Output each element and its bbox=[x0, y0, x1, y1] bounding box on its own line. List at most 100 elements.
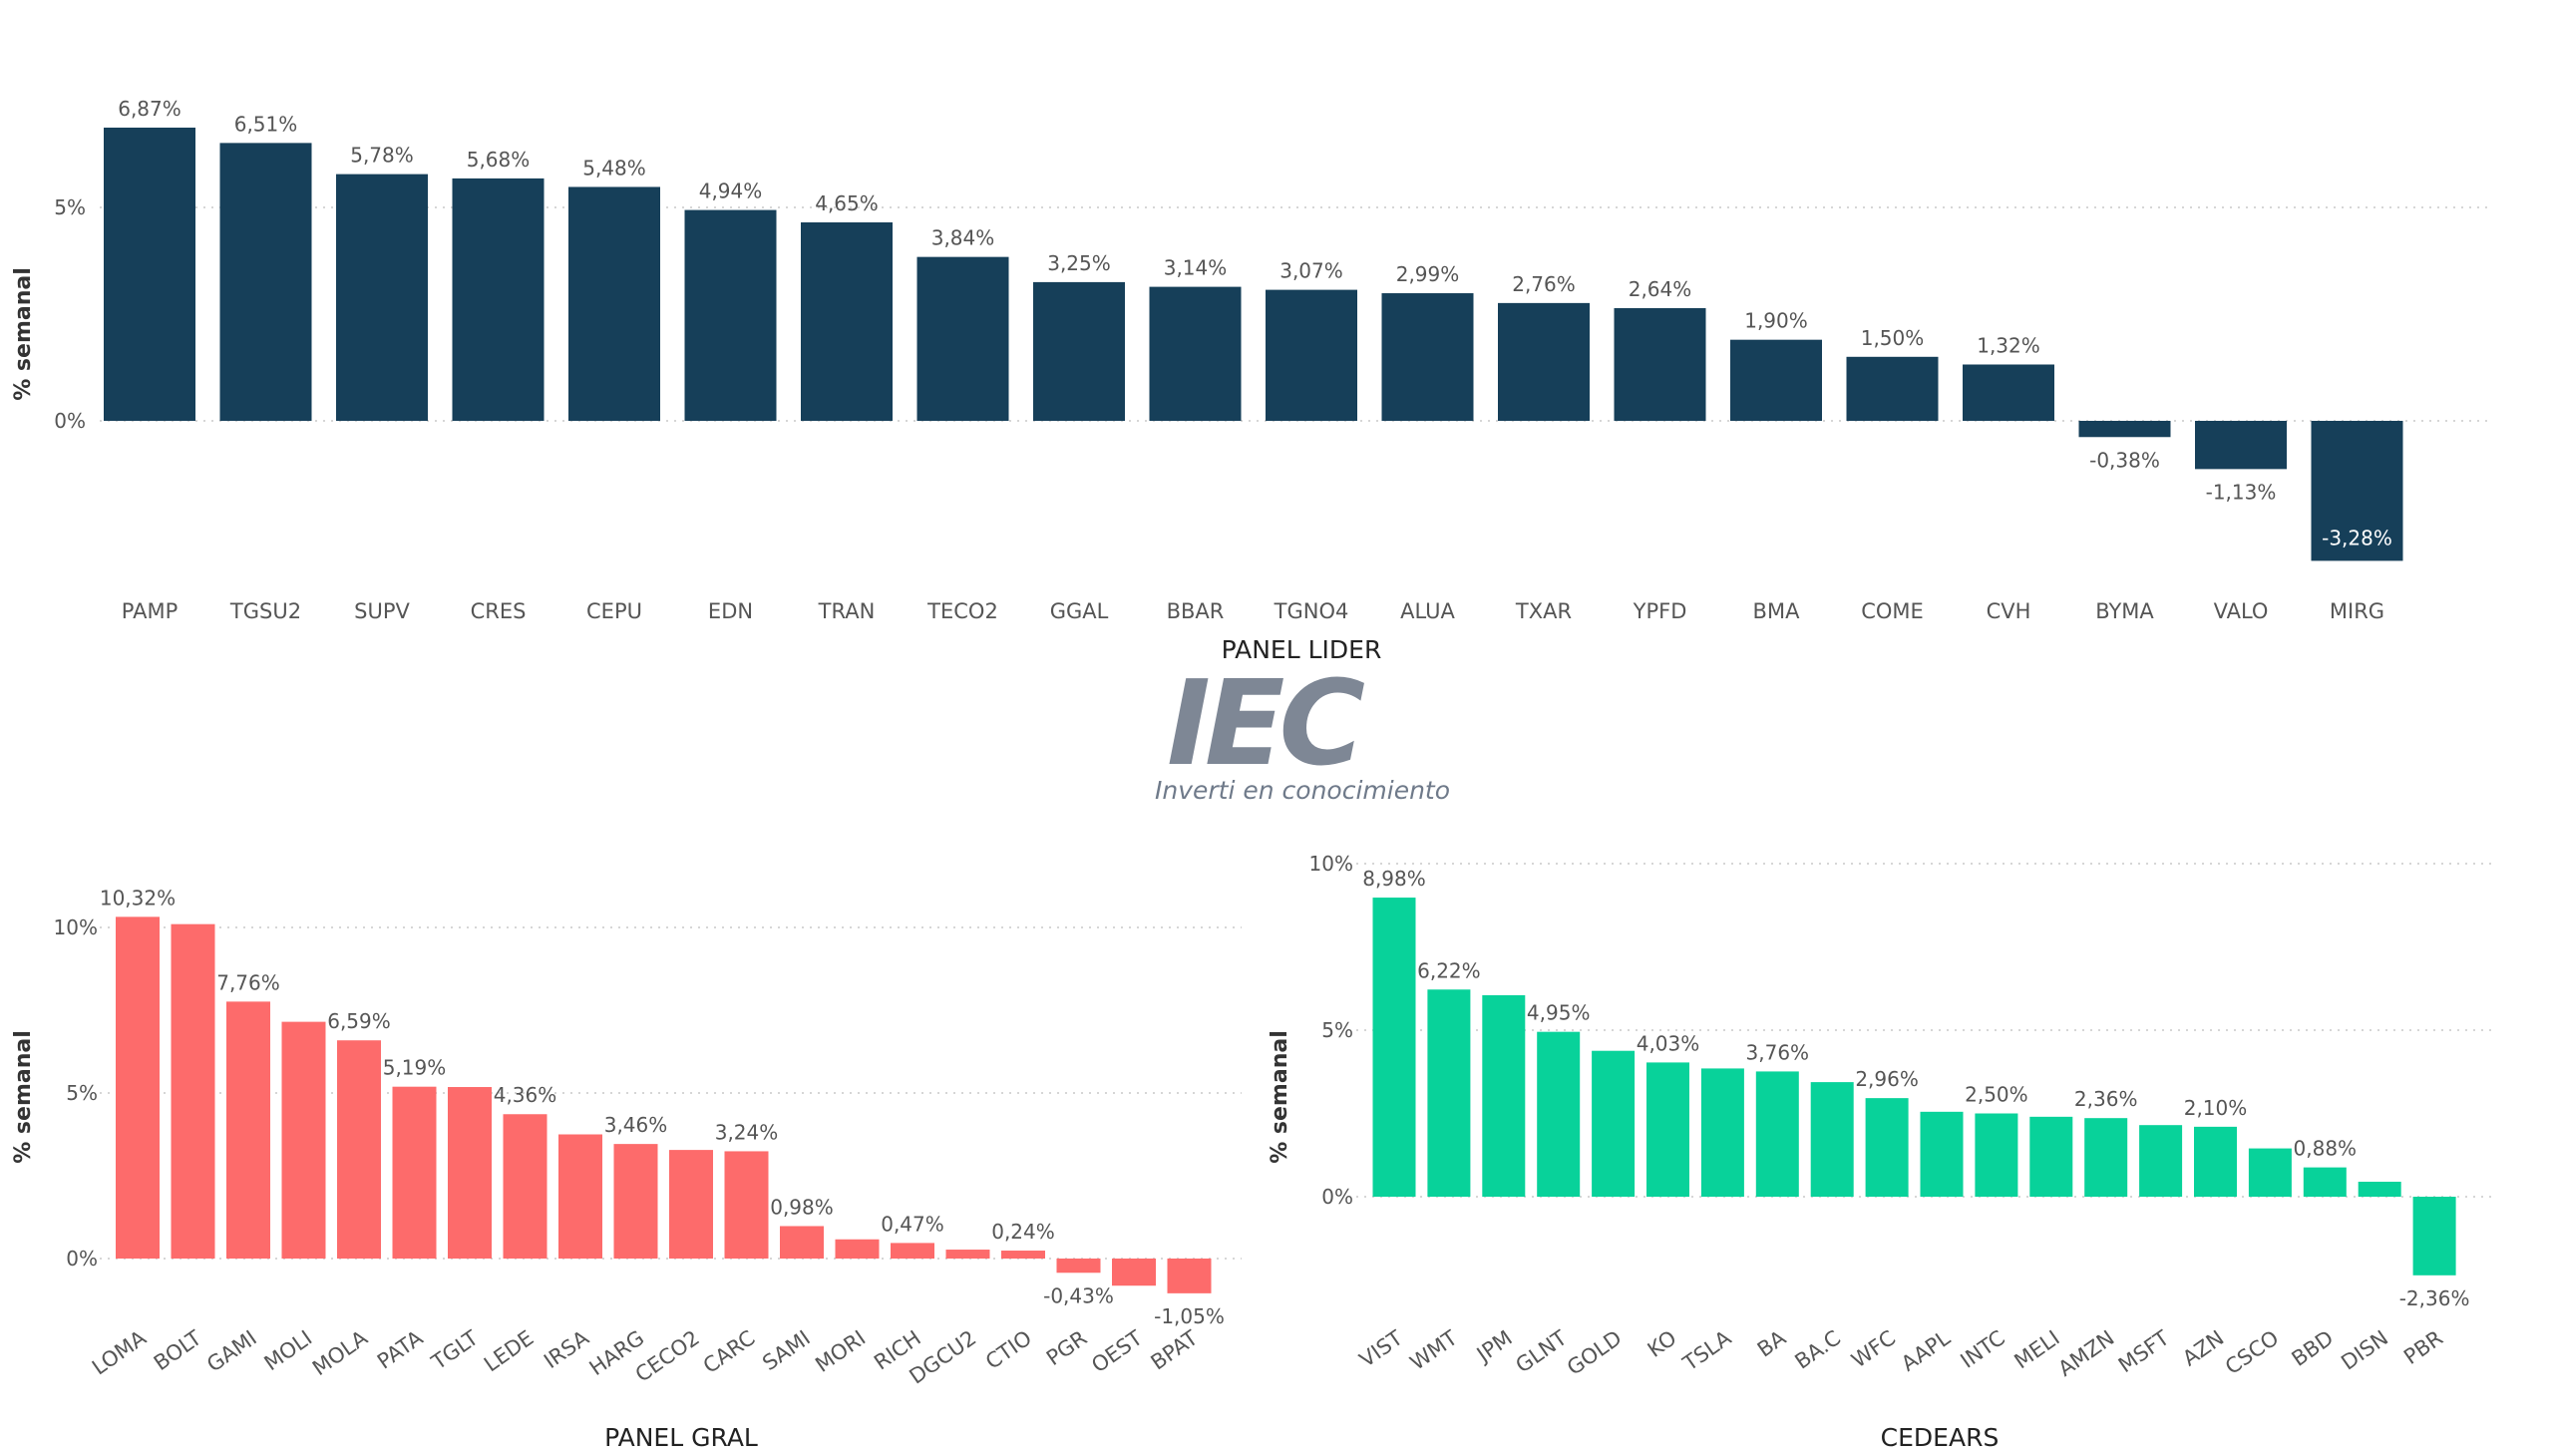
x-tick-label: GLNT bbox=[1512, 1325, 1572, 1377]
bar-edn bbox=[684, 209, 777, 421]
bar-ypfd bbox=[1614, 308, 1706, 421]
x-tick-label: KO bbox=[1643, 1325, 1681, 1361]
data-label: 3,76% bbox=[1746, 1040, 1810, 1064]
bar-alua bbox=[1381, 293, 1474, 421]
data-label: 5,19% bbox=[383, 1056, 447, 1080]
iec-logo-mark: IEC bbox=[1167, 654, 1365, 792]
x-tick-label: TSLA bbox=[1677, 1325, 1735, 1376]
data-label: 4,94% bbox=[699, 180, 763, 203]
panel-lider-chart: 5% 0% 6,87% PAMP 6,51% TGSU2 5,78% SUPV 5,68% CRE… bbox=[11, 97, 2493, 664]
data-label: 2,10% bbox=[2184, 1096, 2248, 1120]
y-axis-title: % semanal bbox=[1268, 1030, 1292, 1164]
y-tick-label: 10% bbox=[1309, 852, 1353, 876]
data-label: 0,88% bbox=[2294, 1137, 2358, 1161]
x-tick-label: PAMP bbox=[122, 599, 178, 623]
y-tick-label: 5% bbox=[1321, 1018, 1353, 1042]
data-label: 0,47% bbox=[881, 1212, 944, 1236]
bar-harg bbox=[613, 1144, 658, 1259]
x-tick-label: TECO2 bbox=[926, 599, 998, 623]
x-tick-label: GOLD bbox=[1563, 1325, 1626, 1379]
x-tick-label: TXAR bbox=[1515, 599, 1572, 623]
data-label: 6,51% bbox=[234, 112, 298, 136]
bar-teco2 bbox=[916, 256, 1009, 421]
bar-cres bbox=[452, 178, 545, 421]
x-tick-label: PGR bbox=[1042, 1325, 1091, 1370]
x-tick-label: WFC bbox=[1847, 1325, 1900, 1372]
bar-wmt bbox=[1427, 989, 1471, 1197]
data-label: 5,78% bbox=[350, 144, 414, 168]
x-tick-label: DISN bbox=[2337, 1325, 2392, 1374]
x-tick-label: GAMI bbox=[202, 1325, 261, 1376]
data-label: 3,07% bbox=[1279, 259, 1343, 283]
data-label: 3,14% bbox=[1164, 256, 1228, 280]
x-tick-label: VALO bbox=[2214, 599, 2269, 623]
data-label: 1,90% bbox=[1744, 309, 1808, 333]
data-label: 4,65% bbox=[815, 191, 879, 215]
x-tick-label: VIST bbox=[1355, 1325, 1407, 1372]
bar-csco bbox=[2248, 1148, 2292, 1197]
x-tick-label: SAMI bbox=[758, 1325, 815, 1375]
data-label: 2,36% bbox=[2074, 1087, 2138, 1111]
bar-tgsu2 bbox=[219, 143, 312, 421]
bar-irsa bbox=[558, 1134, 602, 1259]
x-axis-title: PANEL GRAL bbox=[604, 1423, 758, 1452]
bar-lede bbox=[503, 1114, 547, 1259]
x-axis-title: CEDEARS bbox=[1881, 1423, 2000, 1452]
x-tick-label: AZN bbox=[2178, 1325, 2228, 1370]
data-label: -3,28% bbox=[2322, 526, 2392, 549]
x-tick-label: BPAT bbox=[1147, 1325, 1203, 1374]
data-label: 4,03% bbox=[1637, 1031, 1700, 1055]
data-label: 2,64% bbox=[1629, 277, 1692, 301]
bar-tgno4 bbox=[1266, 289, 1357, 421]
bar-tsla bbox=[1700, 1068, 1744, 1197]
x-tick-label: LEDE bbox=[480, 1325, 538, 1376]
bar-come bbox=[1846, 356, 1939, 421]
bar-pamp bbox=[104, 127, 195, 422]
y-axis-title: % semanal bbox=[11, 267, 36, 401]
bar-bolt bbox=[171, 923, 215, 1259]
bar-bbd bbox=[2303, 1167, 2347, 1197]
x-tick-label: TGNO4 bbox=[1274, 599, 1349, 623]
bar-supv bbox=[336, 174, 428, 421]
bar-gami bbox=[226, 1001, 270, 1259]
bar-bma bbox=[1730, 339, 1822, 421]
x-tick-label: YPFD bbox=[1633, 599, 1687, 623]
x-axis-title: PANEL LIDER bbox=[1222, 635, 1382, 664]
x-tick-label: GGAL bbox=[1050, 599, 1109, 623]
data-label: 2,50% bbox=[1965, 1083, 2028, 1107]
x-tick-label: CTIO bbox=[981, 1325, 1036, 1373]
bar-intc bbox=[1975, 1113, 2018, 1197]
x-tick-label: JPM bbox=[1471, 1325, 1517, 1367]
bar-msft bbox=[2139, 1125, 2183, 1197]
x-tick-label: PBR bbox=[2399, 1325, 2447, 1369]
bar-mirg bbox=[2311, 421, 2403, 561]
x-tick-label: INTC bbox=[1957, 1325, 2009, 1372]
x-tick-label: SUPV bbox=[354, 599, 410, 623]
bar-txar bbox=[1498, 302, 1590, 421]
x-tick-label: CARC bbox=[699, 1325, 760, 1377]
bar-vist bbox=[1372, 898, 1416, 1197]
bar-mori bbox=[835, 1239, 880, 1259]
bar-glnt bbox=[1537, 1031, 1581, 1197]
data-label: 1,32% bbox=[1977, 334, 2040, 358]
data-label: 3,24% bbox=[715, 1120, 779, 1144]
data-label: 4,36% bbox=[494, 1083, 557, 1107]
data-label: 3,84% bbox=[931, 226, 995, 250]
x-tick-label: COME bbox=[1861, 599, 1924, 623]
data-label: 6,22% bbox=[1417, 958, 1481, 982]
iec-logo-tagline: Inverti en conocimiento bbox=[1155, 776, 1451, 805]
y-tick-label: 5% bbox=[66, 1081, 98, 1105]
x-tick-label: OEST bbox=[1087, 1325, 1147, 1377]
x-tick-label: BOLT bbox=[150, 1325, 206, 1375]
bar-ko bbox=[1646, 1062, 1689, 1197]
x-tick-label: MOLI bbox=[260, 1325, 317, 1375]
bar-tran bbox=[801, 221, 893, 421]
x-tick-label: EDN bbox=[708, 599, 753, 623]
bar-amzn bbox=[2084, 1118, 2128, 1197]
x-tick-label: CEPU bbox=[586, 599, 642, 623]
data-label: -0,43% bbox=[1043, 1283, 1114, 1307]
x-tick-label: IRSA bbox=[540, 1325, 593, 1373]
data-label: 2,96% bbox=[1855, 1067, 1919, 1091]
x-tick-label: AAPL bbox=[1897, 1325, 1955, 1376]
